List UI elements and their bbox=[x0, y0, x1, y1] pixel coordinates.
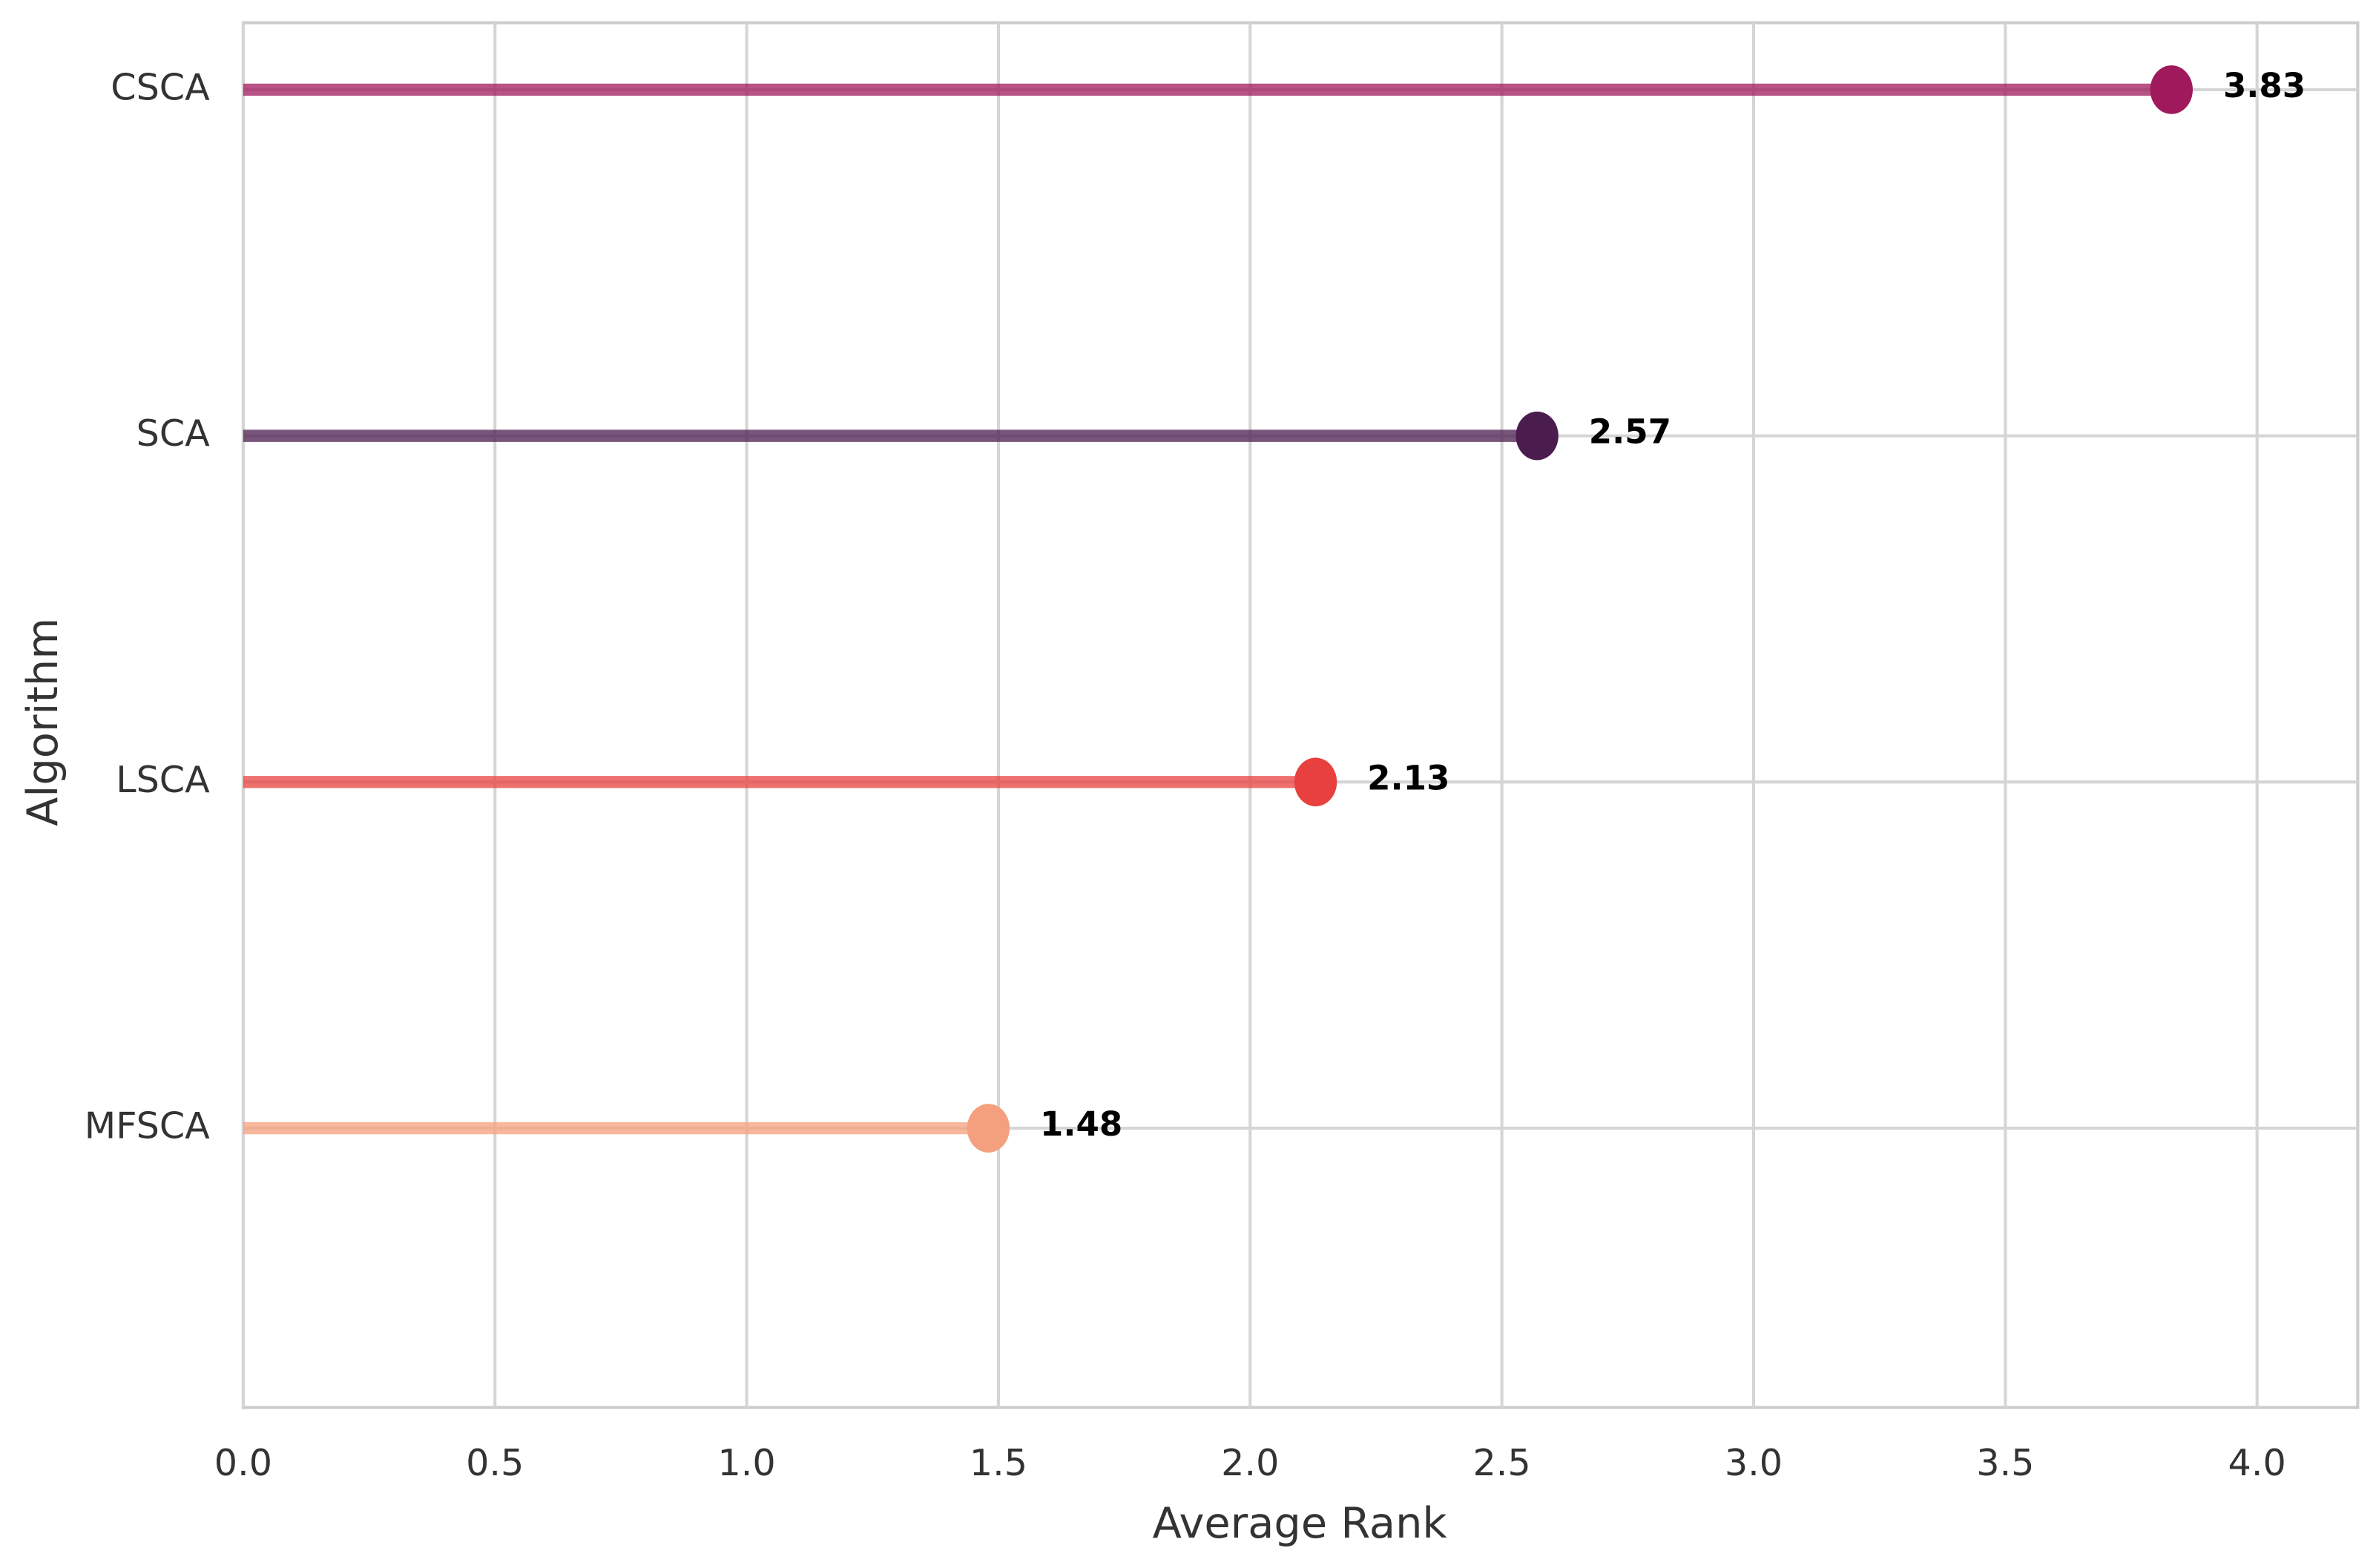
y-tick-label: LSCA bbox=[116, 758, 210, 801]
x-tick-label: 0.5 bbox=[466, 1441, 524, 1484]
y-tick-label: SCA bbox=[136, 412, 211, 455]
dot bbox=[1294, 757, 1337, 807]
x-tick-label: 3.5 bbox=[1976, 1441, 2034, 1484]
y-tick-label: CSCA bbox=[111, 65, 210, 108]
dot bbox=[1516, 411, 1559, 461]
x-tick-label: 2.0 bbox=[1221, 1441, 1279, 1484]
x-tick-label: 1.0 bbox=[717, 1441, 775, 1484]
value-label: 2.57 bbox=[1589, 412, 1671, 452]
plot-frame bbox=[241, 21, 2360, 1409]
x-axis-label: Average Rank bbox=[1153, 1498, 1448, 1548]
x-tick-label: 3.0 bbox=[1725, 1441, 1783, 1484]
x-tick-label: 4.0 bbox=[2228, 1441, 2286, 1484]
x-tick-label: 1.5 bbox=[970, 1441, 1027, 1484]
dot bbox=[2150, 65, 2193, 114]
value-label: 3.83 bbox=[2223, 66, 2306, 105]
y-axis-label: Algorithm bbox=[18, 618, 68, 826]
x-tick-label: 0.0 bbox=[214, 1441, 272, 1484]
y-tick-label: MFSCA bbox=[85, 1104, 210, 1147]
dot bbox=[967, 1104, 1010, 1153]
value-label: 1.48 bbox=[1040, 1104, 1122, 1144]
value-label: 2.13 bbox=[1367, 758, 1449, 797]
x-tick-label: 2.5 bbox=[1473, 1441, 1531, 1484]
